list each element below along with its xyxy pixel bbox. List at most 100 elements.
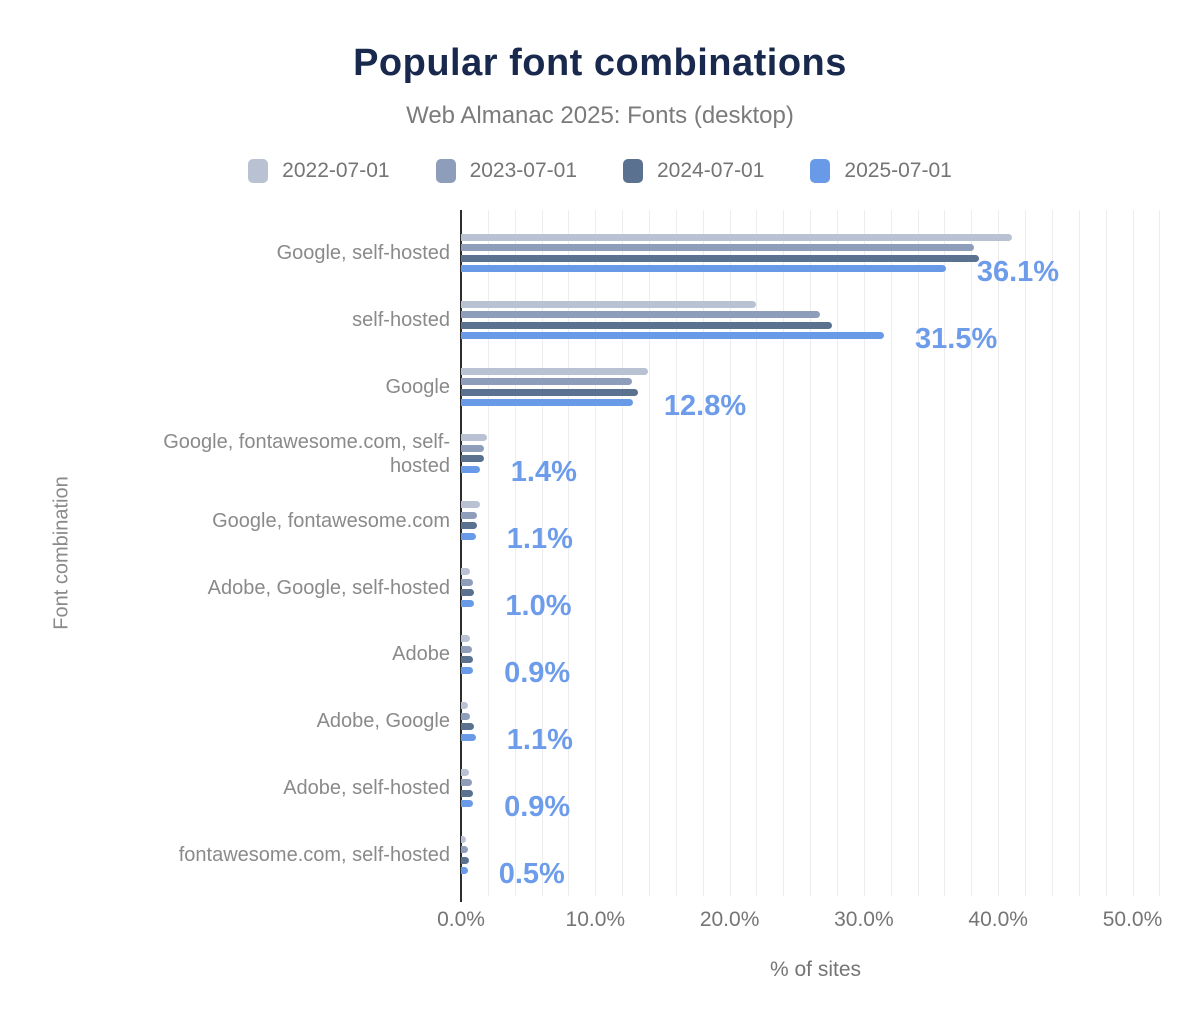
bar-2025-07-01[interactable] — [461, 800, 474, 808]
bar-2024-07-01[interactable] — [461, 723, 475, 731]
gridline — [1105, 210, 1107, 896]
gridline — [568, 210, 570, 896]
gridline — [837, 210, 839, 896]
legend-swatch-icon — [623, 159, 643, 183]
bar-2023-07-01[interactable] — [461, 779, 472, 787]
legend-item-2024-07-01[interactable]: 2024-07-01 — [623, 159, 764, 183]
bar-2025-07-01[interactable] — [461, 867, 468, 875]
category-label: Google, fontawesome.com — [212, 509, 450, 532]
gridline — [971, 210, 973, 896]
bar-2025-07-01[interactable] — [461, 399, 633, 407]
data-label: 1.1% — [506, 523, 573, 556]
x-tick-label: 10.0% — [565, 908, 626, 931]
data-label: 0.5% — [498, 857, 565, 890]
legend-swatch-icon — [435, 159, 456, 183]
data-label: 0.9% — [504, 657, 571, 690]
bar-2022-07-01[interactable] — [461, 501, 480, 509]
data-label: 0.9% — [504, 790, 571, 823]
x-tick-label: 20.0% — [699, 908, 760, 931]
gridline — [944, 210, 946, 896]
data-label: 12.8% — [663, 389, 747, 422]
legend-swatch-icon — [248, 159, 269, 183]
bar-2024-07-01[interactable] — [461, 856, 470, 864]
x-tick-label: 0.0% — [437, 908, 485, 931]
x-axis-title: % of sites — [769, 958, 862, 981]
legend-label: 2025-07-01 — [844, 159, 952, 182]
bar-2023-07-01[interactable] — [461, 578, 474, 586]
bar-2022-07-01[interactable] — [461, 233, 1012, 241]
x-tick-label: 30.0% — [834, 908, 894, 931]
bar-2022-07-01[interactable] — [461, 300, 757, 308]
bar-2023-07-01[interactable] — [461, 511, 478, 519]
bar-2024-07-01[interactable] — [461, 522, 478, 530]
gridline — [649, 210, 651, 896]
gridline — [729, 210, 731, 896]
bar-2022-07-01[interactable] — [461, 434, 487, 442]
data-label: 31.5% — [915, 322, 998, 355]
gridline — [998, 210, 1000, 896]
chart-subtitle: Web Almanac 2025: Fonts (desktop) — [406, 102, 794, 129]
gridline — [1025, 210, 1027, 896]
legend: 2022-07-01 2023-07-01 2024-07-01 2025-07-01 — [0, 159, 1200, 183]
bar-2024-07-01[interactable] — [461, 388, 639, 396]
gridline — [622, 210, 624, 896]
bar-2024-07-01[interactable] — [461, 656, 474, 664]
gridline — [1078, 210, 1080, 896]
bar-2025-07-01[interactable] — [461, 265, 946, 273]
legend-item-2025-07-01[interactable]: 2025-07-01 — [810, 159, 952, 183]
bar-2023-07-01[interactable] — [461, 444, 484, 452]
bar-2025-07-01[interactable] — [461, 465, 480, 473]
bar-2023-07-01[interactable] — [461, 311, 820, 319]
bar-2023-07-01[interactable] — [461, 378, 632, 386]
bar-2023-07-01[interactable] — [461, 712, 471, 720]
gridline — [756, 210, 758, 896]
legend-swatch-icon — [810, 159, 831, 183]
legend-label: 2022-07-01 — [282, 159, 390, 182]
bar-2022-07-01[interactable] — [461, 835, 467, 843]
bar-2025-07-01[interactable] — [461, 532, 476, 540]
bar-2024-07-01[interactable] — [461, 254, 980, 262]
bar-2024-07-01[interactable] — [461, 589, 475, 597]
bar-2025-07-01[interactable] — [461, 733, 476, 741]
bar-2022-07-01[interactable] — [461, 568, 471, 576]
bar-2023-07-01[interactable] — [461, 846, 468, 854]
legend-label: 2024-07-01 — [657, 159, 765, 182]
category-label: Adobe, Google — [316, 710, 450, 733]
category-label: Adobe — [392, 643, 450, 666]
bar-2024-07-01[interactable] — [461, 455, 484, 463]
legend-item-2022-07-01[interactable]: 2022-07-01 — [248, 159, 390, 183]
legend-item-2023-07-01[interactable]: 2023-07-01 — [435, 159, 577, 183]
gridline — [863, 210, 865, 896]
bar-2023-07-01[interactable] — [461, 244, 975, 252]
legend-label: 2023-07-01 — [469, 159, 577, 182]
category-label: Google, self-hosted — [276, 242, 450, 264]
gridline — [487, 210, 489, 896]
bar-2022-07-01[interactable] — [461, 702, 468, 710]
bar-2024-07-01[interactable] — [461, 789, 474, 797]
bar-2025-07-01[interactable] — [461, 332, 885, 340]
bar-2022-07-01[interactable] — [461, 367, 648, 375]
gridline — [595, 210, 597, 896]
y-axis-title: Font combination — [50, 476, 73, 630]
x-tick-label: 40.0% — [968, 908, 1028, 931]
category-label: Adobe, self-hosted — [283, 777, 450, 800]
gridline — [675, 210, 677, 896]
chart-title: Popular font combinations — [353, 42, 847, 84]
bar-2025-07-01[interactable] — [461, 599, 475, 607]
bar-2025-07-01[interactable] — [461, 666, 474, 674]
bar-2022-07-01[interactable] — [461, 768, 470, 776]
bar-2022-07-01[interactable] — [461, 635, 471, 643]
bar-2023-07-01[interactable] — [461, 645, 472, 653]
category-label: fontawesome.com, self-hosted — [178, 844, 450, 867]
category-label: Google, fontawesome.com, self-hosted — [163, 430, 450, 477]
x-tick-label: 50.0% — [1102, 908, 1163, 931]
data-label: 1.4% — [510, 456, 577, 489]
data-label: 1.1% — [506, 724, 573, 757]
bar-2024-07-01[interactable] — [461, 321, 832, 329]
gridline — [1132, 210, 1134, 896]
category-label: self-hosted — [352, 308, 450, 331]
category-label: Adobe, Google, self-hosted — [207, 576, 450, 599]
gridline — [890, 210, 892, 896]
